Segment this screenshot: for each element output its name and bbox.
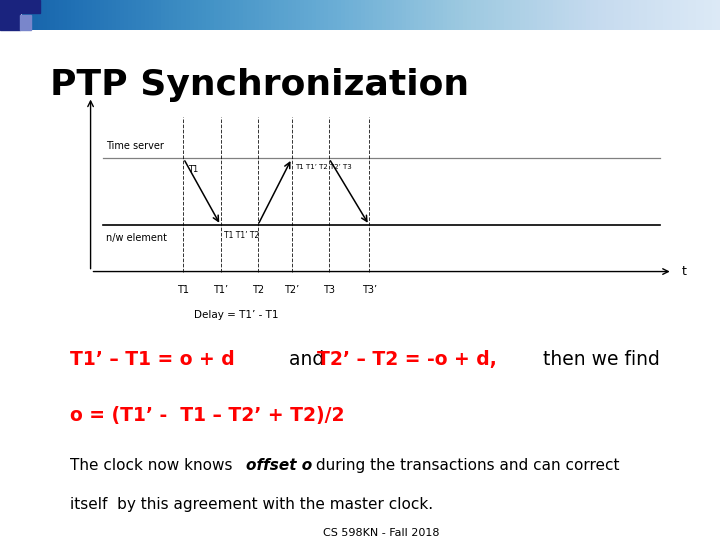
Text: CS 598KN - Fall 2018: CS 598KN - Fall 2018: [323, 528, 440, 538]
Text: Delay = T1’ - T1: Delay = T1’ - T1: [194, 310, 279, 321]
Text: Time server: Time server: [106, 141, 164, 151]
Text: T1’ – T1 = o + d: T1’ – T1 = o + d: [71, 350, 235, 369]
Text: T1 T1’ T2 T2’ T3: T1 T1’ T2 T2’ T3: [295, 164, 351, 170]
Text: T3’: T3’: [361, 285, 377, 294]
Text: PTP Synchronization: PTP Synchronization: [50, 68, 469, 102]
Bar: [0, 0, 20, 30]
Text: offset o: offset o: [246, 458, 312, 473]
Text: T1’: T1’: [213, 285, 228, 294]
Bar: [20, 15, 31, 30]
Text: T2: T2: [252, 285, 264, 294]
Text: during the transactions and can correct: during the transactions and can correct: [310, 458, 619, 473]
Text: T1: T1: [189, 165, 199, 173]
Text: o = (T1’ -  T1 – T2’ + T2)/2: o = (T1’ - T1 – T2’ + T2)/2: [71, 406, 345, 425]
Text: n/w element: n/w element: [106, 233, 167, 243]
Text: T1: T1: [177, 285, 189, 294]
Text: and: and: [284, 350, 330, 369]
Text: then we find: then we find: [537, 350, 660, 369]
Text: T1 T1’ T2: T1 T1’ T2: [224, 232, 259, 240]
Text: T2’: T2’: [284, 285, 300, 294]
Bar: [0, 0, 40, 14]
Text: itself  by this agreement with the master clock.: itself by this agreement with the master…: [71, 497, 433, 512]
Text: The clock now knows: The clock now knows: [71, 458, 238, 473]
Text: T2’ – T2 = -o + d,: T2’ – T2 = -o + d,: [318, 350, 497, 369]
Text: t: t: [682, 265, 687, 278]
Text: T3: T3: [323, 285, 335, 294]
